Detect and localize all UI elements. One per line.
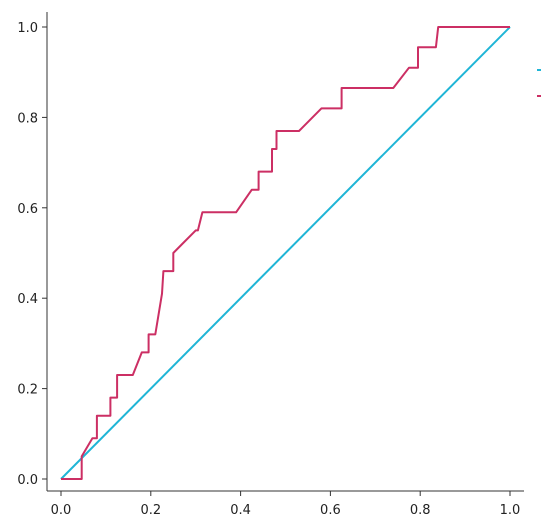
reference-line bbox=[60, 26, 511, 480]
y-tick-label: 0.4 bbox=[17, 292, 38, 307]
axes bbox=[46, 12, 524, 492]
x-tick-label: 1.0 bbox=[500, 503, 521, 518]
x-tick-label: 0.4 bbox=[230, 503, 251, 518]
series-layer bbox=[60, 26, 511, 480]
x-tick-label: 0.6 bbox=[320, 503, 341, 518]
legend bbox=[537, 69, 541, 97]
x-tick-label: 0.8 bbox=[410, 503, 431, 518]
y-tick-label: 0.2 bbox=[17, 383, 38, 398]
y-tick-label: 0.6 bbox=[17, 202, 38, 217]
x-tick-label: 0.0 bbox=[51, 503, 72, 518]
y-tick-label: 0.0 bbox=[17, 473, 38, 488]
y-ticks: 0.0 0.2 0.4 0.6 0.8 1.0 bbox=[17, 21, 47, 488]
y-tick-label: 1.0 bbox=[17, 21, 38, 36]
roc-curve bbox=[61, 26, 510, 480]
x-tick-label: 0.2 bbox=[140, 503, 161, 518]
y-tick-label: 0.8 bbox=[17, 111, 38, 126]
x-ticks: 0.0 0.2 0.4 0.6 0.8 1.0 bbox=[51, 491, 521, 518]
